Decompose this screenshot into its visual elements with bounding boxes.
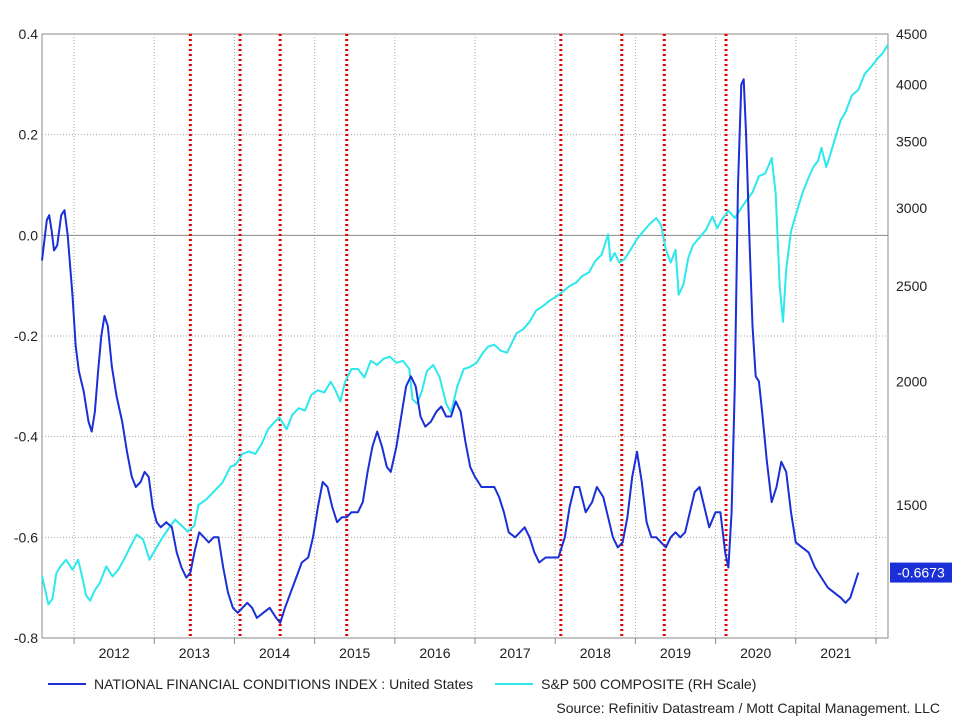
y-right-tick-label: 4000 <box>896 76 927 92</box>
y-right-tick-label: 4500 <box>896 26 927 42</box>
legend-label-nfci: NATIONAL FINANCIAL CONDITIONS INDEX : Un… <box>94 676 474 692</box>
x-tick-label: 2013 <box>179 645 210 661</box>
last-value-label: -0.6673 <box>890 562 952 583</box>
x-tick-label: 2017 <box>500 645 531 661</box>
legend-label-sp500: S&P 500 COMPOSITE (RH Scale) <box>541 676 757 692</box>
x-tick-label: 2020 <box>740 645 771 661</box>
legend-item-nfci: NATIONAL FINANCIAL CONDITIONS INDEX : Un… <box>48 676 473 692</box>
legend-item-sp500: S&P 500 COMPOSITE (RH Scale) <box>495 676 756 692</box>
tick-labels: 0.4 0.2 0.0 -0.2 -0.4 -0.6 -0.8 4500 4000 3500 300… <box>14 26 927 661</box>
y-left-tick-label: -0.8 <box>14 630 38 646</box>
x-tick-label: 2021 <box>820 645 851 661</box>
grid <box>41 33 889 644</box>
x-tick-label: 2019 <box>660 645 691 661</box>
series-line-nfci <box>41 78 860 624</box>
x-tick-label: 2015 <box>339 645 370 661</box>
x-tick-label: 2016 <box>419 645 450 661</box>
x-tick-label: 2014 <box>259 645 290 661</box>
legend-swatch-sp500 <box>495 683 534 685</box>
y-right-tick-label: 3000 <box>896 200 927 216</box>
series-line-sp500 <box>41 44 889 606</box>
y-left-tick-label: -0.4 <box>14 429 38 445</box>
source-text: Source: Refinitiv Datastream / Mott Capi… <box>556 700 940 716</box>
y-right-tick-label: 2000 <box>896 374 927 390</box>
y-left-tick-label: 0.4 <box>19 26 39 42</box>
y-right-tick-label: 1500 <box>896 497 927 513</box>
red-dotted-lines <box>188 34 728 638</box>
legend-swatch-nfci <box>48 683 86 685</box>
y-left-tick-label: 0.0 <box>19 227 39 243</box>
y-left-tick-label: -0.2 <box>14 328 38 344</box>
last-value-text: -0.6673 <box>897 565 945 581</box>
y-left-tick-label: -0.6 <box>14 529 38 545</box>
y-right-tick-label: 3500 <box>896 134 927 150</box>
y-right-tick-label: 2500 <box>896 278 927 294</box>
x-tick-label: 2018 <box>580 645 611 661</box>
series-lines <box>41 44 889 624</box>
legend: NATIONAL FINANCIAL CONDITIONS INDEX : Un… <box>48 676 778 692</box>
y-left-tick-label: 0.2 <box>19 127 39 143</box>
last-value-badge <box>890 562 952 583</box>
x-tick-label: 2012 <box>99 645 130 661</box>
